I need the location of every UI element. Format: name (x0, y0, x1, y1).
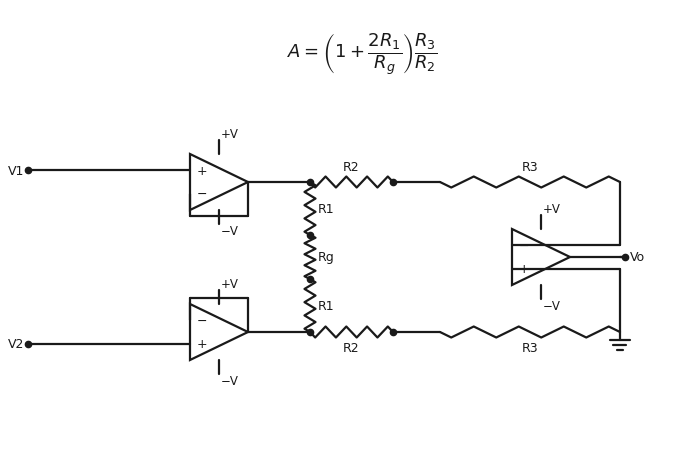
Text: −: − (197, 314, 207, 327)
Text: V1: V1 (8, 164, 24, 177)
Text: R2: R2 (343, 161, 360, 174)
Text: R1: R1 (318, 202, 334, 216)
Text: R1: R1 (318, 299, 334, 312)
Text: R3: R3 (522, 341, 538, 354)
Text: −V: −V (221, 225, 239, 238)
Text: −: − (519, 239, 529, 252)
Text: +V: +V (221, 128, 239, 141)
Text: $A = \left(1 + \dfrac{2R_1}{R_g}\right)\dfrac{R_3}{R_2}$: $A = \left(1 + \dfrac{2R_1}{R_g}\right)\… (287, 32, 438, 77)
Text: −V: −V (221, 374, 239, 387)
Text: +V: +V (221, 277, 239, 290)
Text: +V: +V (543, 202, 561, 216)
Text: −V: −V (543, 299, 561, 312)
Text: +: + (197, 164, 208, 177)
Text: +: + (197, 337, 208, 350)
Text: Rg: Rg (318, 251, 334, 264)
Text: Vo: Vo (630, 251, 645, 264)
Text: V2: V2 (8, 337, 24, 350)
Text: R3: R3 (522, 161, 538, 174)
Text: +: + (519, 262, 529, 276)
Text: R2: R2 (343, 341, 360, 354)
Text: −: − (197, 188, 207, 201)
